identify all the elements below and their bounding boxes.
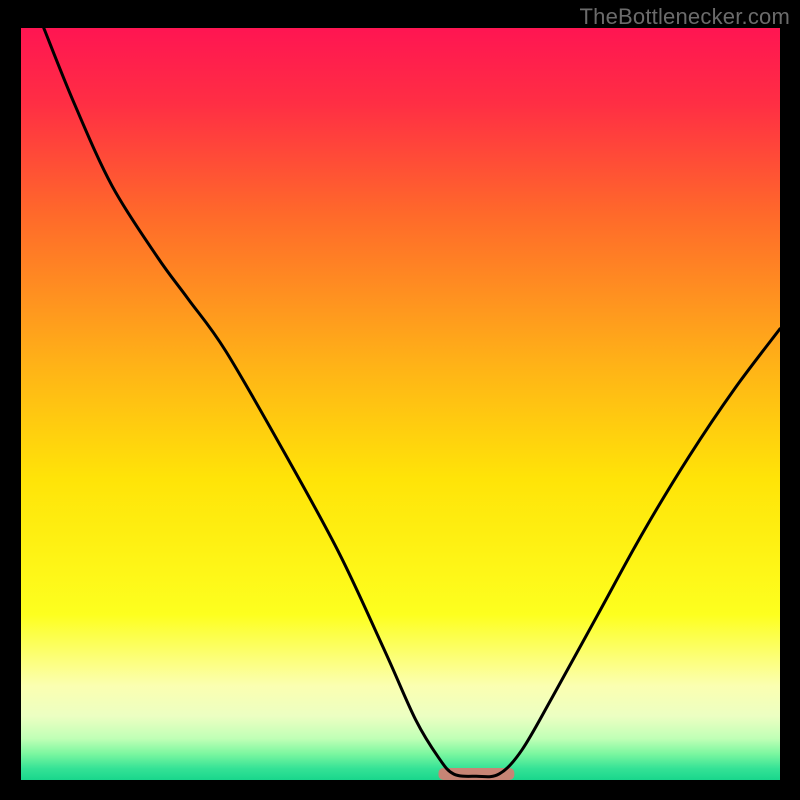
chart-plot	[21, 28, 780, 780]
outer-frame: TheBottlenecker.com	[0, 0, 800, 800]
gradient-background	[21, 28, 780, 780]
chart-svg	[21, 28, 780, 780]
attribution-text: TheBottlenecker.com	[580, 4, 790, 30]
